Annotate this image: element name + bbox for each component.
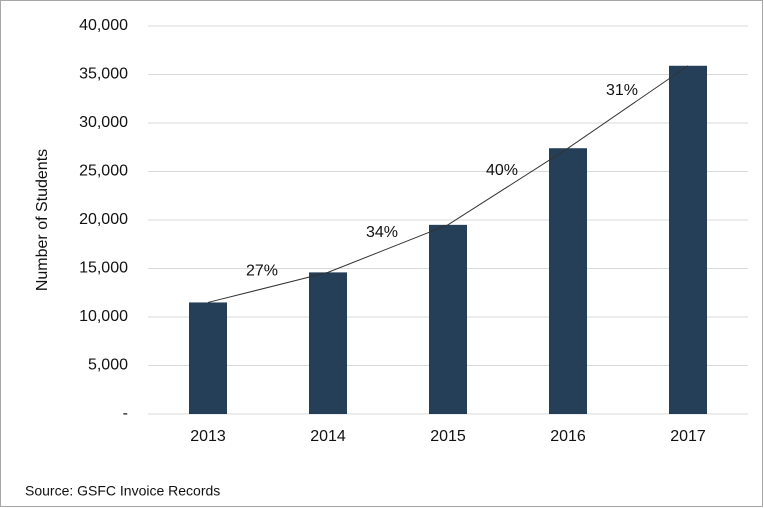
bar bbox=[429, 224, 467, 414]
y-tick-label: 20,000 bbox=[79, 211, 128, 228]
trend-line bbox=[207, 65, 689, 303]
growth-label: 31% bbox=[606, 82, 638, 99]
x-tick-label: 2017 bbox=[670, 428, 706, 445]
y-tick-label: 10,000 bbox=[79, 308, 128, 325]
bar bbox=[189, 302, 227, 414]
bar bbox=[309, 272, 347, 414]
x-tick-label: 2015 bbox=[430, 428, 466, 445]
y-tick-label: 35,000 bbox=[79, 66, 128, 83]
y-tick-label: 5,000 bbox=[88, 357, 128, 374]
y-tick-label: 15,000 bbox=[79, 260, 128, 277]
y-tick-label: 40,000 bbox=[79, 17, 128, 34]
x-tick-label: 2013 bbox=[190, 428, 226, 445]
bar bbox=[669, 65, 707, 415]
y-axis-label: Number of Students bbox=[34, 149, 51, 291]
growth-label: 34% bbox=[366, 224, 398, 241]
x-tick-label: 2016 bbox=[550, 428, 586, 445]
source-note: Source: GSFC Invoice Records bbox=[25, 483, 220, 499]
x-tick-label: 2014 bbox=[310, 428, 346, 445]
y-tick-label: 30,000 bbox=[79, 114, 128, 131]
growth-label: 40% bbox=[486, 162, 518, 179]
y-tick-label: 25,000 bbox=[79, 163, 128, 180]
y-tick-label: - bbox=[123, 405, 128, 422]
growth-label: 27% bbox=[246, 263, 278, 280]
bar bbox=[549, 148, 587, 414]
